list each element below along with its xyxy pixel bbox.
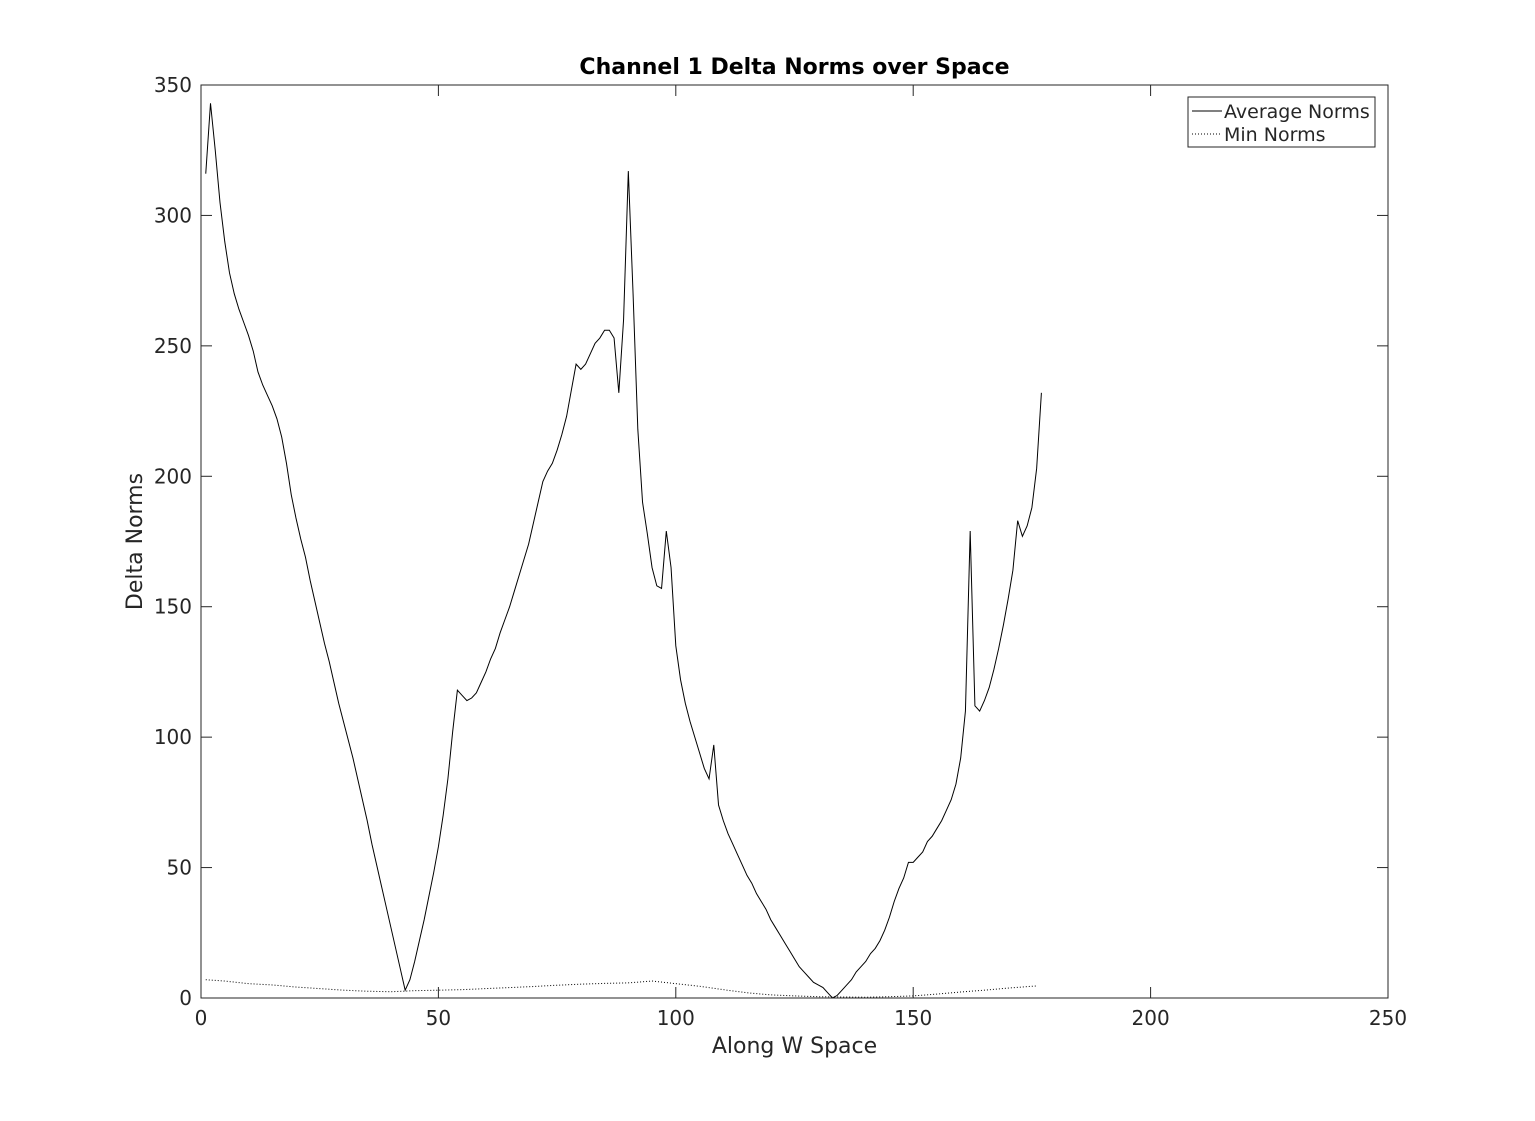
x-tick-label: 150 (894, 1006, 932, 1030)
x-axis-ticks: 0 50 100 150 200 250 (195, 85, 1407, 1030)
x-tick-label: 100 (657, 1006, 695, 1030)
y-axis-label: Delta Norms (123, 473, 148, 610)
legend-entry-label: Min Norms (1224, 124, 1325, 146)
x-axis-label: Along W Space (712, 1034, 877, 1059)
plot-background (201, 85, 1388, 998)
x-tick-label: 0 (195, 1006, 208, 1030)
y-tick-label: 50 (167, 856, 192, 880)
y-tick-label: 350 (154, 73, 192, 97)
axes-box (200, 84, 1389, 999)
legend-entry-label: Average Norms (1224, 101, 1370, 123)
y-axis-ticks: 0 50 100 150 200 250 300 350 (154, 73, 1388, 1010)
x-tick-label: 50 (426, 1006, 451, 1030)
y-tick-label: 0 (179, 986, 192, 1010)
chart-title: Channel 1 Delta Norms over Space (579, 55, 1009, 80)
plot-area (201, 85, 1388, 998)
x-tick-label: 200 (1132, 1006, 1170, 1030)
y-tick-label: 250 (154, 334, 192, 358)
series-layer (205, 103, 1042, 999)
y-tick-label: 300 (154, 203, 192, 227)
legend-box (1187, 96, 1376, 148)
y-tick-label: 200 (154, 464, 192, 488)
x-tick-label: 250 (1369, 1006, 1407, 1030)
series-line-average-norms (205, 103, 1042, 999)
series-line-min-norms (205, 979, 1037, 998)
y-tick-label: 100 (154, 725, 192, 749)
y-tick-label: 150 (154, 595, 192, 619)
